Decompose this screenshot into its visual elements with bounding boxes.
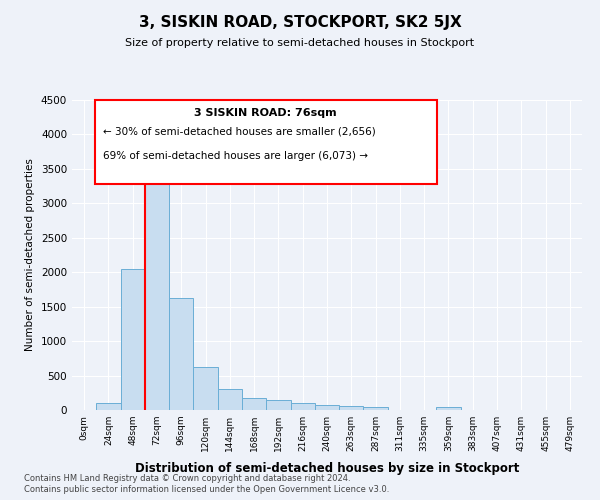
Bar bbox=[121, 269, 145, 410]
Bar bbox=[193, 367, 218, 410]
Text: 3 SISKIN ROAD: 76sqm: 3 SISKIN ROAD: 76sqm bbox=[194, 108, 337, 118]
Bar bbox=[290, 403, 315, 410]
Bar bbox=[145, 152, 169, 410]
Bar bbox=[364, 407, 388, 410]
Bar bbox=[339, 406, 364, 410]
Bar bbox=[266, 400, 290, 410]
Text: 3, SISKIN ROAD, STOCKPORT, SK2 5JX: 3, SISKIN ROAD, STOCKPORT, SK2 5JX bbox=[139, 15, 461, 30]
Text: ← 30% of semi-detached houses are smaller (2,656): ← 30% of semi-detached houses are smalle… bbox=[103, 126, 376, 136]
Y-axis label: Number of semi-detached properties: Number of semi-detached properties bbox=[25, 158, 35, 352]
Text: 69% of semi-detached houses are larger (6,073) →: 69% of semi-detached houses are larger (… bbox=[103, 151, 368, 161]
FancyBboxPatch shape bbox=[95, 100, 437, 184]
X-axis label: Distribution of semi-detached houses by size in Stockport: Distribution of semi-detached houses by … bbox=[135, 462, 519, 475]
Bar bbox=[218, 390, 242, 410]
Bar bbox=[315, 405, 339, 410]
Text: Contains HM Land Registry data © Crown copyright and database right 2024.: Contains HM Land Registry data © Crown c… bbox=[24, 474, 350, 483]
Bar bbox=[242, 398, 266, 410]
Bar bbox=[436, 407, 461, 410]
Bar bbox=[96, 403, 121, 410]
Bar bbox=[169, 298, 193, 410]
Text: Size of property relative to semi-detached houses in Stockport: Size of property relative to semi-detach… bbox=[125, 38, 475, 48]
Text: Contains public sector information licensed under the Open Government Licence v3: Contains public sector information licen… bbox=[24, 486, 389, 494]
